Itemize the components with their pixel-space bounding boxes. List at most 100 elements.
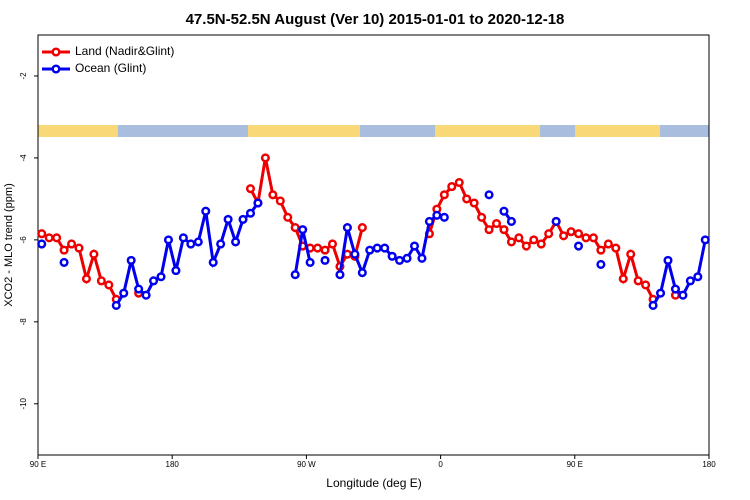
data-point — [506, 216, 516, 226]
data-point — [544, 229, 554, 239]
data-point — [454, 177, 464, 188]
data-point — [521, 241, 531, 251]
data-point — [596, 259, 606, 270]
data-point — [298, 225, 308, 235]
data-point — [59, 257, 69, 267]
data-point — [432, 210, 442, 220]
data-point — [499, 225, 509, 235]
data-point — [626, 249, 636, 259]
data-point — [559, 231, 569, 241]
data-point — [484, 225, 494, 235]
data-point — [178, 233, 188, 243]
data-point — [611, 243, 621, 253]
data-point — [477, 212, 487, 222]
data-point — [641, 280, 651, 290]
legend-label: Ocean (Glint) — [75, 61, 146, 75]
data-point — [305, 257, 315, 267]
data-point — [186, 239, 196, 249]
data-point — [447, 182, 457, 192]
data-point — [201, 206, 211, 216]
data-point — [193, 237, 203, 247]
data-point — [81, 274, 92, 284]
legend-marker — [51, 47, 61, 57]
data-point — [126, 255, 136, 265]
data-point — [596, 245, 606, 255]
data-point — [514, 233, 524, 243]
data-point — [171, 266, 181, 276]
data-point — [231, 237, 241, 247]
data-point — [119, 288, 129, 298]
data-point — [327, 239, 338, 249]
y-tick-label: -6 — [19, 236, 28, 244]
data-point — [238, 214, 248, 224]
data-point — [245, 184, 256, 194]
data-point — [491, 218, 502, 229]
y-tick-label: -10 — [19, 397, 28, 409]
data-point — [417, 253, 427, 263]
data-point — [342, 223, 352, 233]
x-tick-label: 90 W — [297, 460, 316, 469]
data-point — [260, 153, 270, 163]
data-point — [536, 239, 546, 249]
data-point — [529, 235, 539, 245]
data-point — [700, 235, 710, 245]
data-point — [350, 249, 360, 259]
data-point — [163, 235, 174, 245]
data-point — [208, 257, 218, 267]
data-point — [573, 229, 584, 239]
data-point — [424, 216, 434, 226]
data-point — [678, 290, 688, 300]
legend-marker — [51, 64, 61, 74]
data-point — [506, 237, 516, 247]
x-tick-label: 0 — [438, 460, 443, 469]
data-point — [268, 190, 278, 200]
data-point — [216, 239, 226, 249]
data-point — [245, 208, 256, 218]
data-point — [685, 276, 695, 286]
data-point — [74, 243, 84, 253]
data-point — [283, 212, 293, 222]
legend-label: Land (Nadir&Glint) — [75, 44, 174, 58]
data-point — [357, 268, 367, 278]
data-point — [581, 233, 591, 243]
chart-title: 47.5N-52.5N August (Ver 10) 2015-01-01 t… — [186, 11, 565, 28]
data-point — [149, 276, 159, 286]
data-point — [52, 233, 62, 243]
x-tick-label: 180 — [166, 460, 180, 469]
data-point — [96, 276, 106, 286]
x-axis-title: Longitude (deg E) — [326, 476, 421, 490]
data-point — [395, 255, 405, 265]
data-point — [618, 274, 628, 284]
data-point — [469, 198, 479, 208]
data-point — [387, 251, 397, 261]
data-point — [320, 255, 330, 265]
data-point — [499, 206, 509, 216]
data-point — [439, 190, 449, 200]
data-point — [141, 290, 151, 300]
y-axis-title: XCO2 - MLO trend (ppm) — [3, 183, 15, 306]
data-point — [588, 233, 598, 243]
x-tick-label: 90 E — [30, 460, 46, 469]
data-point — [380, 243, 390, 253]
data-point — [59, 245, 69, 255]
data-point — [633, 276, 643, 286]
data-point — [462, 194, 472, 204]
data-point — [603, 239, 613, 249]
data-point — [566, 227, 576, 237]
data-point — [551, 216, 561, 226]
data-point — [313, 243, 323, 253]
data-point — [134, 284, 144, 294]
data-point — [290, 223, 300, 233]
data-point — [37, 229, 47, 239]
data-point — [670, 284, 681, 294]
data-point — [67, 239, 77, 249]
data-point — [372, 243, 382, 253]
data-point — [484, 190, 494, 200]
data-point — [342, 249, 352, 259]
data-point — [335, 270, 345, 280]
data-point — [365, 245, 375, 255]
data-point — [648, 300, 658, 310]
y-tick-label: -4 — [19, 154, 28, 162]
y-tick-label: -8 — [19, 318, 28, 326]
